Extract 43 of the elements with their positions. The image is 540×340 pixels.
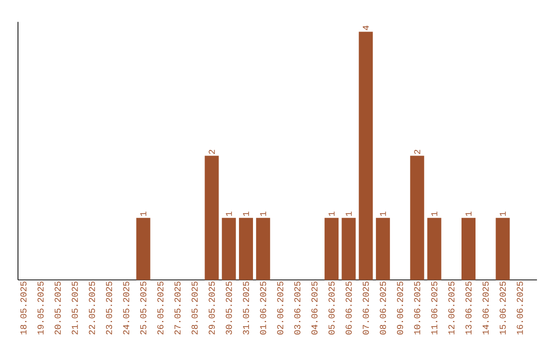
- x-tick-label: 18.05.2025: [20, 282, 27, 334]
- x-tick-label: 19.05.2025: [38, 282, 44, 334]
- x-tick-label: 05.06.2025: [328, 282, 335, 334]
- x-tick-label: 23.05.2025: [106, 282, 112, 334]
- x-tick-label: 04.06.2025: [311, 282, 318, 334]
- data-label: 1: [500, 212, 506, 216]
- x-tick-label: 21.05.2025: [72, 282, 78, 334]
- x-tick-label: 26.05.2025: [157, 282, 164, 334]
- data-label: 1: [226, 212, 232, 216]
- x-tick-label: 09.06.2025: [396, 282, 404, 334]
- x-tick-label: 14.06.2025: [482, 282, 489, 334]
- x-tick-label: 07.06.2025: [362, 282, 369, 334]
- x-tick-label: 16.06.2025: [516, 282, 523, 334]
- x-tick-label: 30.05.2025: [226, 282, 232, 334]
- x-tick-label: 06.06.2025: [346, 282, 352, 334]
- data-label: 1: [431, 212, 438, 216]
- x-tick-label: 02.06.2025: [277, 282, 284, 334]
- x-tick-label: 25.05.2025: [140, 282, 146, 334]
- data-label: 1: [466, 212, 472, 216]
- x-tick-label: 28.05.2025: [192, 282, 198, 334]
- x-tick-label: 29.05.2025: [208, 282, 215, 334]
- x-tick-label: 31.05.2025: [242, 282, 250, 334]
- x-tick-label: 01.06.2025: [260, 282, 266, 334]
- x-tick-label: 15.06.2025: [500, 282, 506, 334]
- x-tick-label: 22.05.2025: [88, 282, 95, 334]
- x-tick-label: 10.06.2025: [414, 282, 420, 334]
- data-label: 1: [243, 212, 249, 216]
- x-tick-label: 20.05.2025: [54, 282, 61, 334]
- x-tick-label: 13.06.2025: [465, 282, 472, 334]
- x-tick-label: 27.05.2025: [174, 282, 181, 334]
- data-label: 1: [328, 212, 335, 216]
- x-tick-label: 08.06.2025: [380, 282, 386, 334]
- data-label: 2: [414, 150, 420, 154]
- data-label: 1: [346, 212, 352, 216]
- data-label: 1: [380, 212, 386, 216]
- x-tick-label: 12.06.2025: [448, 282, 454, 334]
- x-tick-label: 11.06.2025: [431, 282, 438, 334]
- data-label: 1: [260, 212, 266, 216]
- x-tick-label: 03.06.2025: [294, 282, 300, 334]
- data-label: 2: [208, 150, 215, 154]
- data-label: 1: [140, 212, 146, 216]
- x-tick-label: 24.05.2025: [123, 282, 130, 334]
- data-label: 4: [362, 26, 369, 30]
